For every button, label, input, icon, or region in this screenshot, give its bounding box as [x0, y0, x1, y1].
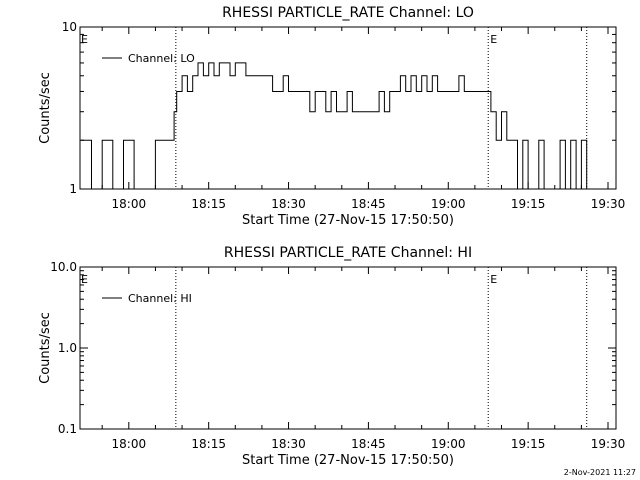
- y-axis-label: Counts/sec: [38, 72, 53, 144]
- chart-title: RHESSI PARTICLE_RATE Channel: HI: [224, 245, 472, 261]
- left-marker-label: E: [81, 33, 88, 46]
- x-tick-label: 18:45: [351, 197, 386, 211]
- plot-frame: [79, 26, 617, 190]
- panel-lo: RHESSI PARTICLE_RATE Channel: LO Counts/s…: [38, 5, 625, 228]
- x-tick-label: 19:00: [431, 437, 466, 451]
- panel-hi: RHESSI PARTICLE_RATE Channel: HI Counts/s…: [38, 245, 625, 468]
- legend-entry: Channel: LO: [128, 52, 195, 65]
- y-tick-label: 1.0: [58, 341, 77, 355]
- x-axis-label: Start Time (27-Nov-15 17:50:50): [242, 213, 454, 228]
- x-tick-label: 18:15: [191, 437, 226, 451]
- x-tick-label: 19:15: [511, 197, 546, 211]
- y-tick-label: 10: [62, 20, 77, 34]
- y-tick-label: 10.0: [50, 260, 77, 274]
- x-tick-label: 19:30: [591, 197, 626, 211]
- x-tick-label: 18:15: [191, 197, 226, 211]
- x-tick-label: 18:30: [271, 197, 306, 211]
- footer-timestamp: 2-Nov-2021 11:27: [564, 468, 636, 477]
- chart-title: RHESSI PARTICLE_RATE Channel: LO: [222, 5, 474, 21]
- series-line-channel-lo: [80, 62, 590, 190]
- event-marker-label: E: [490, 273, 497, 286]
- left-marker-label: E: [81, 273, 88, 286]
- x-tick-label: 18:45: [351, 437, 386, 451]
- event-marker-label: E: [490, 33, 497, 46]
- legend-entry: Channel: HI: [128, 292, 192, 305]
- y-tick-label: 0.1: [58, 422, 77, 436]
- y-tick-label: 1: [69, 182, 77, 196]
- x-tick-label: 18:00: [112, 197, 147, 211]
- x-tick-label: 19:15: [511, 437, 546, 451]
- x-tick-label: 19:30: [591, 437, 626, 451]
- x-axis-label: Start Time (27-Nov-15 17:50:50): [242, 453, 454, 468]
- x-tick-label: 18:30: [271, 437, 306, 451]
- x-tick-label: 19:00: [431, 197, 466, 211]
- y-axis-label: Counts/sec: [38, 312, 53, 384]
- x-tick-label: 18:00: [112, 437, 147, 451]
